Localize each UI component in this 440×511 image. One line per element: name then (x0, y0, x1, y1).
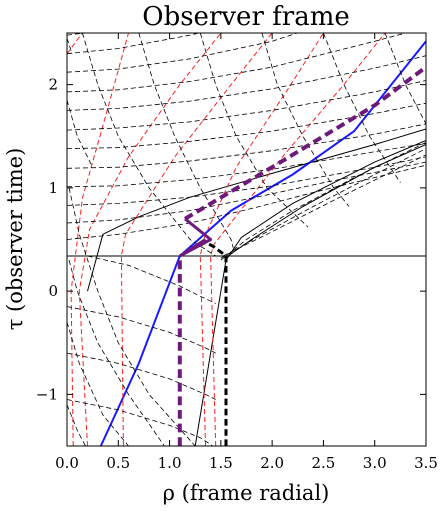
series-line-19 (67, 143, 426, 188)
series-line-10 (210, 33, 386, 446)
x-tick-label-1: 0.5 (106, 454, 130, 472)
series-line-20 (67, 156, 426, 206)
y-tick-label-0: −1 (36, 385, 58, 403)
series-line-15 (67, 55, 426, 111)
series-line-32 (68, 259, 165, 446)
series-line-26 (261, 33, 350, 207)
y-tick-label-1: 0 (48, 282, 58, 300)
series-line-30 (67, 99, 93, 168)
series-line-2 (194, 139, 426, 446)
series-line-13 (67, 33, 299, 73)
series-line-39 (220, 142, 426, 261)
series-line-8 (120, 33, 273, 446)
series-line-4 (99, 40, 426, 446)
series-line-37 (67, 352, 216, 400)
series-line-5 (78, 33, 222, 446)
series-line-31 (67, 38, 73, 54)
x-tick-label-7: 3.5 (414, 454, 438, 472)
x-tick-label-5: 2.5 (311, 454, 335, 472)
series-line-12 (67, 33, 201, 55)
series-line-3 (227, 144, 426, 257)
series-line-14 (67, 33, 406, 93)
series-line-1 (87, 128, 426, 292)
series-line-44 (179, 217, 213, 258)
series-line-25 (199, 33, 309, 228)
series-line-21 (67, 161, 426, 224)
series-line-42 (203, 240, 228, 446)
series-line-16 (67, 80, 426, 131)
series-line-23 (82, 33, 216, 257)
series-layer (67, 33, 426, 446)
series-line-34 (67, 404, 86, 446)
series-line-40 (220, 148, 426, 259)
series-line-29 (68, 187, 196, 446)
series-line-22 (67, 164, 426, 240)
series-line-24 (138, 33, 234, 248)
series-line-18 (67, 123, 426, 169)
series-line-11 (67, 33, 89, 36)
x-tick-label-2: 1.0 (158, 454, 182, 472)
y-axis-label: τ (observer time) (3, 148, 27, 331)
x-tick-label-6: 3.0 (363, 454, 387, 472)
x-axis-label: ρ (frame radial) (163, 481, 330, 505)
series-line-28 (384, 33, 426, 125)
ticks-layer: 0.0 0.5 1.0 1.5 2.0 2.5 3.0 3.5 −1 0 1 2 (36, 33, 438, 472)
series-line-46 (183, 65, 426, 221)
series-line-9 (199, 33, 324, 446)
y-tick-label-3: 2 (48, 76, 58, 94)
series-line-7 (67, 33, 83, 54)
series-line-35 (87, 255, 216, 304)
series-line-41 (222, 154, 426, 257)
series-line-27 (323, 33, 401, 183)
x-tick-label-4: 2.0 (260, 454, 284, 472)
series-line-17 (67, 102, 426, 149)
series-line-38 (67, 399, 213, 446)
x-tick-label-0: 0.0 (55, 454, 79, 472)
series-line-36 (67, 306, 216, 354)
x-tick-label-3: 1.5 (209, 454, 233, 472)
chart-title: Observer frame (142, 2, 349, 32)
plot-frame (66, 32, 427, 447)
series-line-6 (70, 33, 129, 446)
y-tick-label-2: 1 (48, 179, 58, 197)
